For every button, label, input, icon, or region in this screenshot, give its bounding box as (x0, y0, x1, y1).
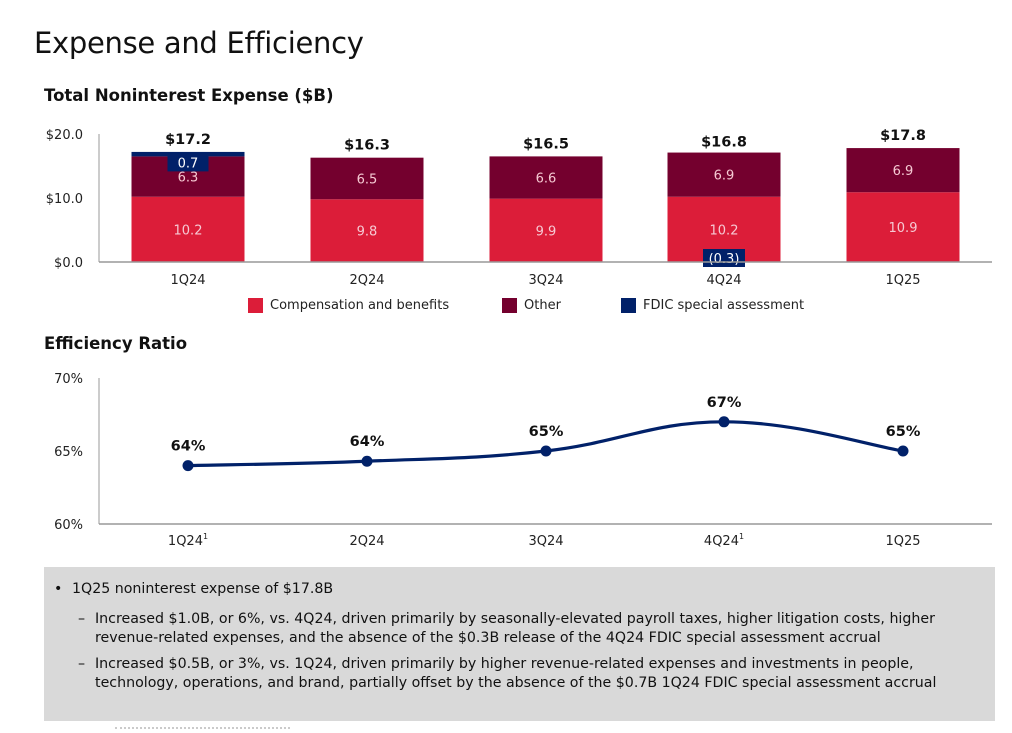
bar-data-label: 10.2 (710, 223, 739, 238)
bullet-glyph: • (54, 581, 63, 597)
efficiency-point (718, 416, 730, 428)
y-tick-label: 65% (54, 445, 83, 460)
bar-segment-compensation (131, 196, 245, 262)
bar-segment-other (667, 152, 781, 197)
commentary-sub-item: – Increased $0.5B, or 3%, vs. 1Q24, driv… (78, 655, 965, 693)
bar-data-label: 9.9 (536, 224, 557, 239)
commentary-bullet: • 1Q25 noninterest expense of $17.8B (54, 581, 333, 597)
bar-segment-compensation (846, 192, 960, 262)
dash-glyph: – (78, 611, 86, 627)
x-tick-label: 4Q241 (704, 532, 744, 549)
x-tick-label: 1Q25 (885, 273, 920, 288)
bar-data-label: 6.9 (714, 169, 735, 184)
sub-text-line: Increased $1.0B, or 6%, vs. 4Q24, driven… (95, 611, 935, 627)
legend-swatch-other (502, 298, 517, 313)
x-tick-label: 3Q24 (528, 273, 563, 288)
legend-label: Compensation and benefits (270, 298, 450, 313)
x-tick-label: 1Q25 (885, 534, 920, 549)
footnote-marker: 1 (739, 532, 744, 541)
bar-data-label: 0.7 (178, 156, 199, 171)
bar-data-label: (0.3) (709, 252, 740, 267)
efficiency-point (361, 455, 373, 467)
commentary-box: • 1Q25 noninterest expense of $17.8B – I… (44, 567, 995, 721)
bar-total-label: $16.3 (344, 138, 390, 154)
fdic-label-box (167, 153, 209, 172)
bar-segment-other (846, 148, 960, 193)
bar-total-label: $17.8 (880, 128, 926, 144)
legend-item-other: Other (502, 298, 561, 313)
footnote-cutoff (115, 727, 290, 732)
bar-data-label: 6.6 (536, 172, 557, 187)
x-tick-label: 3Q24 (528, 534, 563, 549)
footnote-marker: 1 (203, 532, 208, 541)
legend-swatch-compensation (248, 298, 263, 313)
x-tick-label: 2Q24 (349, 273, 384, 288)
bar-data-label: 6.5 (357, 172, 378, 187)
bar-data-label: 6.9 (893, 164, 914, 179)
page-title: Expense and Efficiency (34, 26, 364, 60)
bar-data-label: 10.2 (174, 223, 203, 238)
point-data-label: 67% (707, 395, 742, 411)
bar-segment-compensation (310, 199, 424, 262)
bar-total-label: $17.2 (165, 132, 211, 148)
expense-bar-chart: $0.0 $10.0 $20.0 10.2 6.30.7 $17.2 1Q24 9.8 6.5 $… (46, 128, 992, 288)
efficiency-line-chart: 60% 65% 70% 64% 64% 65% 67% 65% 1Q241 2Q24 3Q24 4Q2… (54, 372, 992, 549)
legend-item-compensation: Compensation and benefits (248, 298, 449, 313)
y-tick-label: $0.0 (54, 256, 83, 271)
bar-total-label: $16.5 (523, 136, 569, 152)
y-tick-label: 60% (54, 518, 83, 533)
sub-text-line: Increased $0.5B, or 3%, vs. 1Q24, driven… (95, 656, 914, 672)
x-tick-label: 2Q24 (349, 534, 384, 549)
efficiency-chart-title: Efficiency Ratio (44, 334, 188, 353)
x-tick-label: 1Q24 (170, 273, 205, 288)
bar-data-label: 6.3 (178, 171, 199, 186)
sub-text-line: revenue-related expenses, and the absenc… (95, 630, 881, 646)
sub-text-line: technology, operations, and brand, parti… (95, 675, 937, 691)
efficiency-point (540, 445, 552, 457)
point-data-label: 64% (171, 439, 206, 455)
y-tick-label: 70% (54, 372, 83, 387)
dash-glyph: – (78, 656, 86, 672)
legend-label: Other (524, 298, 561, 313)
bar-total-label: $16.8 (701, 134, 747, 150)
bar-segment-compensation (489, 198, 603, 262)
bar-data-label: 9.8 (357, 225, 378, 240)
commentary-sub-item: – Increased $1.0B, or 6%, vs. 4Q24, driv… (78, 610, 965, 648)
legend-item-fdic: FDIC special assessment (621, 298, 804, 313)
bar-data-label: 10.9 (889, 221, 918, 236)
bar-segment-other (489, 156, 603, 199)
point-data-label: 64% (350, 434, 385, 450)
x-tick-label: 4Q24 (706, 273, 741, 288)
legend-label: FDIC special assessment (643, 298, 805, 313)
legend-swatch-fdic (621, 298, 636, 313)
y-tick-label: $20.0 (46, 128, 83, 143)
efficiency-point (182, 460, 194, 472)
point-data-label: 65% (529, 424, 564, 440)
expense-chart-title: Total Noninterest Expense ($B) (44, 86, 334, 105)
bar-segment-other (310, 157, 424, 200)
y-tick-label: $10.0 (46, 192, 83, 207)
efficiency-point (897, 445, 909, 457)
point-data-label: 65% (886, 424, 921, 440)
bullet-text: 1Q25 noninterest expense of $17.8B (72, 581, 334, 597)
x-tick-label: 1Q241 (168, 532, 208, 549)
